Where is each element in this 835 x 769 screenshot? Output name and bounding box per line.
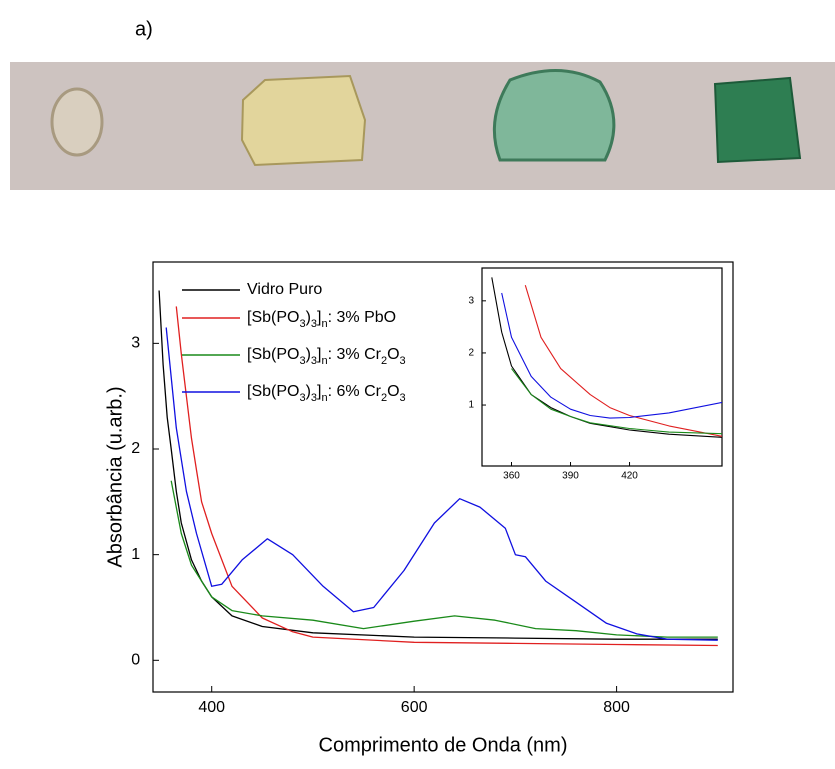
text-part: ) (306, 309, 311, 326)
text-part: : 3% PbO (328, 309, 396, 326)
subscript: 3 (299, 318, 305, 330)
y-tick-label: 2 (468, 348, 474, 359)
text-part: : 6% Cr (328, 383, 382, 400)
x-axis-title: Comprimento de Onda (nm) (319, 734, 568, 756)
x-tick-label: 400 (198, 699, 225, 716)
text-part: ] (317, 309, 321, 326)
legend-label: [Sb(PO3)3]n: 3% PbO (247, 309, 396, 330)
y-tick-label: 3 (468, 295, 474, 306)
glass-sample (240, 74, 367, 167)
subscript: 2 (381, 355, 387, 367)
glass-sample (713, 76, 802, 164)
y-axis-title: Absorbância (u.arb.) (104, 386, 126, 567)
subscript: n (322, 392, 328, 404)
photo (10, 62, 835, 190)
data-line (524, 285, 722, 437)
y-tick-label: 3 (131, 335, 140, 352)
text-part: : 3% Cr (328, 346, 382, 363)
text-part: [Sb(PO (247, 346, 299, 363)
x-tick-label: 390 (562, 471, 579, 482)
subscript: n (322, 355, 328, 367)
x-tick-label: 800 (603, 699, 630, 716)
data-line (511, 368, 722, 435)
data-line (491, 277, 722, 438)
y-tick-label: 1 (131, 546, 140, 563)
subscript: 3 (311, 355, 317, 367)
data-line (165, 327, 718, 641)
text-part: O (387, 346, 399, 363)
charts: 400 600 800 0 1 2 3 Comprimento de Onda (nm) Abs… (104, 261, 734, 756)
subscript: 2 (381, 392, 387, 404)
text-part: O (387, 383, 399, 400)
subscript: 3 (311, 392, 317, 404)
y-tick-label: 2 (131, 440, 140, 457)
x-tick-label: 360 (503, 471, 520, 482)
subscript: 3 (400, 392, 406, 404)
series-group (158, 290, 718, 647)
text-part: [Sb(PO (247, 309, 299, 326)
text-part: [Sb(PO (247, 383, 299, 400)
photo-background (10, 62, 835, 190)
data-line (501, 292, 722, 419)
series-group (491, 277, 722, 438)
glass-sample (492, 69, 616, 162)
text-part: ) (306, 346, 311, 363)
data-line (170, 480, 718, 638)
data-line (175, 306, 718, 647)
panel-label: a) (135, 18, 153, 40)
subscript: n (322, 318, 328, 330)
text-part: ] (317, 346, 321, 363)
plot-frame (481, 267, 723, 467)
subscript: 3 (299, 392, 305, 404)
glass-sample (50, 87, 104, 157)
text-part: ] (317, 383, 321, 400)
text-part: ) (306, 383, 311, 400)
subscript: 3 (299, 355, 305, 367)
y-tick-label: 1 (468, 400, 474, 411)
text-part: Vidro Puro (247, 281, 322, 298)
y-tick-label: 0 (131, 652, 140, 669)
legend-label: Vidro Puro (247, 281, 322, 298)
subscript: 3 (400, 355, 406, 367)
subscript: 3 (311, 318, 317, 330)
legend-label: [Sb(PO3)3]n: 6% Cr2O3 (247, 383, 406, 404)
legend-label: [Sb(PO3)3]n: 3% Cr2O3 (247, 346, 406, 367)
x-tick-label: 600 (401, 699, 428, 716)
x-tick-label: 420 (621, 471, 638, 482)
